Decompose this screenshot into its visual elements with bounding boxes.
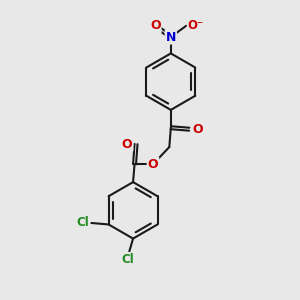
Text: O⁻: O⁻ (188, 19, 204, 32)
Text: O: O (150, 19, 161, 32)
Text: Cl: Cl (121, 253, 134, 266)
Text: Cl: Cl (76, 217, 89, 230)
Text: O: O (122, 138, 133, 151)
Text: N: N (166, 31, 176, 44)
Text: O: O (193, 123, 203, 136)
Text: O: O (148, 158, 158, 171)
